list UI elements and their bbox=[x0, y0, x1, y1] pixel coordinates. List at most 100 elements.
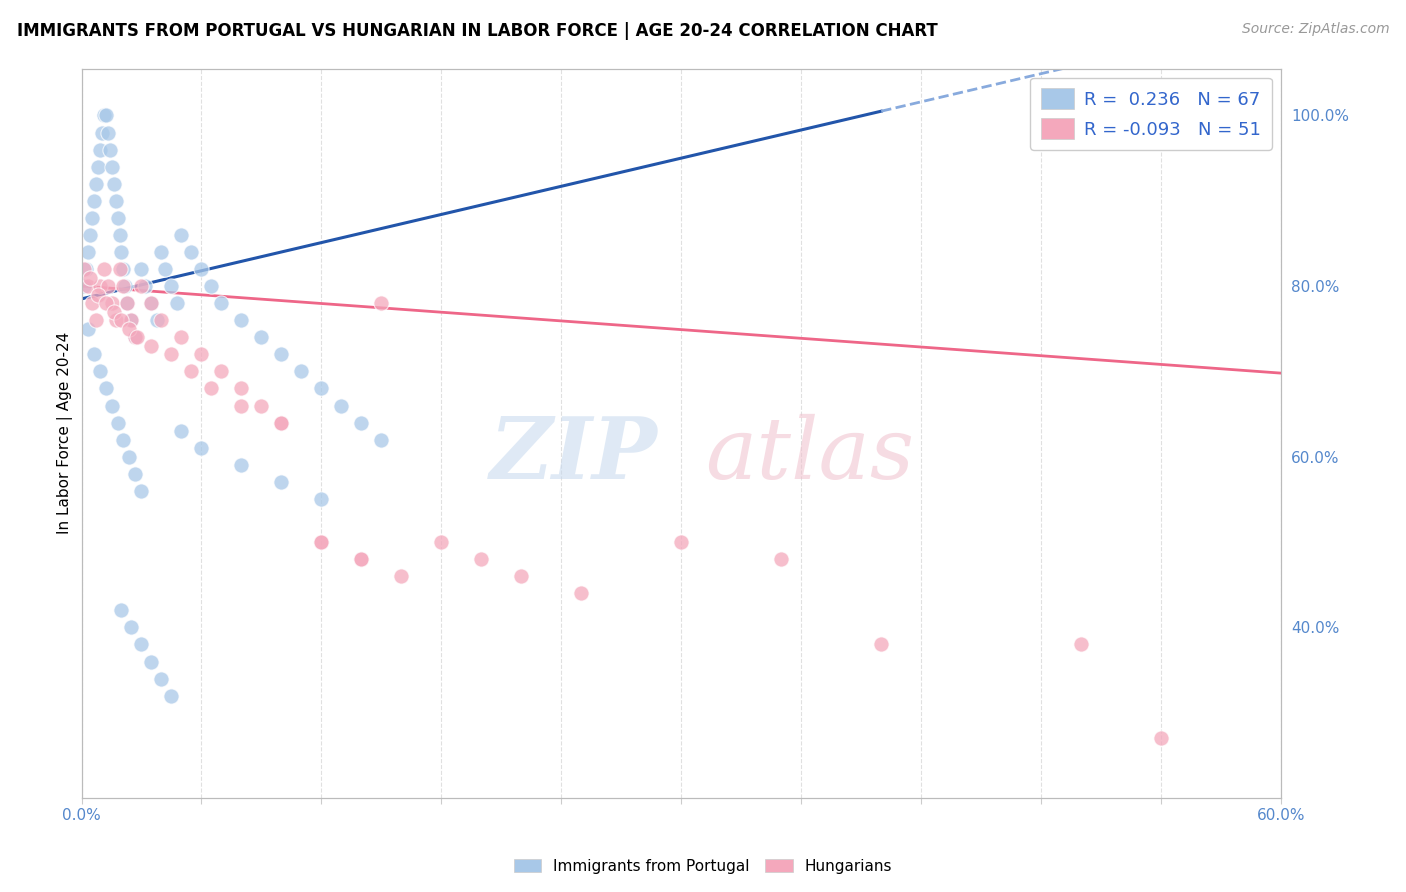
Legend: Immigrants from Portugal, Hungarians: Immigrants from Portugal, Hungarians bbox=[508, 853, 898, 880]
Point bbox=[211, 364, 233, 378]
Point bbox=[131, 638, 153, 652]
Point bbox=[110, 313, 132, 327]
Point bbox=[141, 296, 163, 310]
Point bbox=[270, 416, 292, 430]
Point bbox=[166, 296, 188, 310]
Point bbox=[211, 296, 233, 310]
Point bbox=[96, 126, 118, 140]
Point bbox=[76, 322, 98, 336]
Point bbox=[100, 399, 122, 413]
Point bbox=[1070, 638, 1092, 652]
Point bbox=[146, 313, 169, 327]
Point bbox=[108, 262, 131, 277]
Point bbox=[671, 535, 693, 549]
Point bbox=[112, 433, 135, 447]
Legend: R =  0.236   N = 67, R = -0.093   N = 51: R = 0.236 N = 67, R = -0.093 N = 51 bbox=[1031, 78, 1272, 150]
Point bbox=[80, 211, 103, 225]
Point bbox=[112, 279, 135, 293]
Text: ZIP: ZIP bbox=[489, 413, 658, 497]
Point bbox=[124, 330, 146, 344]
Point bbox=[170, 227, 193, 242]
Point bbox=[94, 296, 117, 310]
Point bbox=[79, 227, 101, 242]
Point bbox=[117, 296, 139, 310]
Point bbox=[107, 416, 129, 430]
Point bbox=[131, 483, 153, 498]
Point bbox=[350, 552, 373, 566]
Point bbox=[76, 244, 98, 259]
Y-axis label: In Labor Force | Age 20-24: In Labor Force | Age 20-24 bbox=[58, 332, 73, 534]
Point bbox=[350, 416, 373, 430]
Point bbox=[103, 304, 125, 318]
Point bbox=[79, 270, 101, 285]
Point bbox=[270, 416, 292, 430]
Point bbox=[510, 569, 533, 583]
Point bbox=[121, 313, 143, 327]
Point bbox=[170, 330, 193, 344]
Text: atlas: atlas bbox=[706, 414, 914, 497]
Point bbox=[160, 347, 183, 361]
Point bbox=[231, 382, 253, 396]
Point bbox=[104, 194, 127, 208]
Point bbox=[80, 296, 103, 310]
Point bbox=[311, 535, 333, 549]
Point bbox=[231, 313, 253, 327]
Point bbox=[141, 339, 163, 353]
Point bbox=[870, 638, 893, 652]
Point bbox=[75, 262, 97, 277]
Point bbox=[110, 603, 132, 617]
Point bbox=[150, 244, 173, 259]
Point bbox=[121, 620, 143, 634]
Point bbox=[190, 441, 212, 455]
Text: Source: ZipAtlas.com: Source: ZipAtlas.com bbox=[1241, 22, 1389, 37]
Point bbox=[470, 552, 492, 566]
Point bbox=[131, 279, 153, 293]
Point bbox=[107, 211, 129, 225]
Point bbox=[231, 458, 253, 473]
Point bbox=[76, 279, 98, 293]
Point bbox=[250, 330, 273, 344]
Point bbox=[124, 330, 146, 344]
Point bbox=[150, 313, 173, 327]
Point bbox=[430, 535, 453, 549]
Text: IMMIGRANTS FROM PORTUGAL VS HUNGARIAN IN LABOR FORCE | AGE 20-24 CORRELATION CHA: IMMIGRANTS FROM PORTUGAL VS HUNGARIAN IN… bbox=[17, 22, 938, 40]
Point bbox=[89, 143, 111, 157]
Point bbox=[118, 322, 141, 336]
Point bbox=[86, 287, 108, 301]
Point bbox=[100, 296, 122, 310]
Point bbox=[90, 126, 112, 140]
Point bbox=[190, 347, 212, 361]
Point bbox=[89, 279, 111, 293]
Point bbox=[131, 262, 153, 277]
Point bbox=[98, 143, 121, 157]
Point bbox=[100, 160, 122, 174]
Point bbox=[83, 347, 105, 361]
Point bbox=[311, 535, 333, 549]
Point bbox=[389, 569, 412, 583]
Point bbox=[86, 160, 108, 174]
Point bbox=[270, 475, 292, 490]
Point bbox=[104, 313, 127, 327]
Point bbox=[112, 262, 135, 277]
Point bbox=[160, 279, 183, 293]
Point bbox=[89, 364, 111, 378]
Point bbox=[127, 330, 149, 344]
Point bbox=[72, 262, 94, 277]
Point bbox=[84, 313, 107, 327]
Point bbox=[770, 552, 793, 566]
Point bbox=[370, 433, 392, 447]
Point bbox=[108, 227, 131, 242]
Point bbox=[72, 279, 94, 293]
Point bbox=[84, 177, 107, 191]
Point bbox=[170, 424, 193, 438]
Point bbox=[231, 399, 253, 413]
Point bbox=[134, 279, 156, 293]
Point bbox=[118, 450, 141, 464]
Point bbox=[350, 552, 373, 566]
Point bbox=[117, 296, 139, 310]
Point bbox=[83, 194, 105, 208]
Point bbox=[124, 467, 146, 481]
Point bbox=[180, 364, 202, 378]
Point bbox=[141, 655, 163, 669]
Point bbox=[270, 347, 292, 361]
